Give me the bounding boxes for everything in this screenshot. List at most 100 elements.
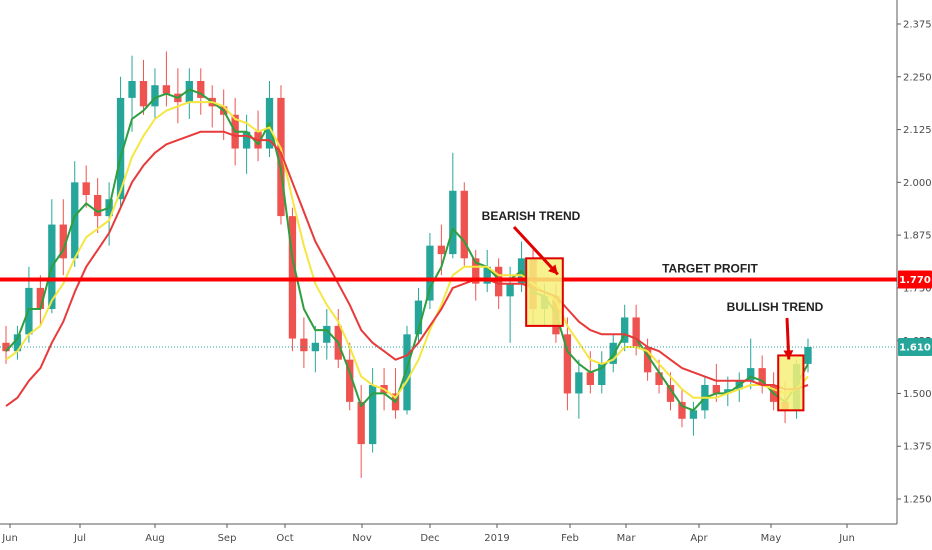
- y-tick-label: 1.375: [903, 442, 932, 453]
- candle: [563, 317, 572, 411]
- annotation-arrow-head: [548, 264, 558, 275]
- candle: [13, 325, 22, 360]
- candle-body: [277, 97, 285, 217]
- target-price-tag-text: 1.770: [899, 275, 931, 286]
- moving-average-line: [5, 130, 809, 407]
- annotations: BEARISH TREND BULLISH TREND: [482, 209, 824, 412]
- candle: [472, 249, 480, 301]
- trend-box: [525, 257, 564, 327]
- candle: [139, 59, 148, 115]
- y-tick-label: 2.000: [903, 178, 932, 189]
- x-tick-label: Feb: [561, 533, 579, 544]
- candle: [575, 359, 583, 419]
- candle-body: [71, 182, 79, 259]
- candle-body: [689, 410, 698, 419]
- candle: [643, 338, 652, 381]
- x-tick-label: Sep: [218, 533, 237, 544]
- candle-body: [494, 266, 503, 297]
- candle-body: [483, 266, 491, 284]
- candle-body: [449, 190, 457, 255]
- candle: [254, 110, 262, 162]
- candle-body: [59, 224, 67, 259]
- y-tick-label: 2.125: [903, 125, 932, 136]
- candle: [804, 338, 812, 373]
- candle-body: [506, 283, 514, 297]
- current-price-tag-text: 1.610: [899, 343, 931, 354]
- candle-body: [460, 190, 468, 259]
- annotation-arrow: [512, 225, 559, 276]
- candle-body: [655, 372, 663, 385]
- candle-body: [586, 372, 594, 385]
- candle-body: [116, 97, 125, 200]
- candle: [678, 389, 686, 428]
- candle-body: [346, 359, 354, 402]
- candle-body: [162, 85, 171, 94]
- candle-body: [185, 81, 193, 103]
- candle: [449, 152, 457, 259]
- annotation-label: BULLISH TREND: [727, 300, 824, 314]
- candle: [758, 355, 766, 394]
- candle-body: [128, 81, 136, 98]
- y-tick-label: 1.250: [903, 495, 932, 506]
- candle-body: [575, 372, 583, 394]
- x-tick-label: Dec: [420, 533, 439, 544]
- current-price-tag-box: [898, 338, 932, 356]
- candle: [323, 309, 331, 360]
- candle: [185, 68, 193, 119]
- candle: [689, 401, 698, 436]
- candle: [93, 178, 102, 233]
- x-tick-label: Mar: [617, 533, 637, 544]
- candle: [71, 161, 79, 267]
- candle: [598, 351, 606, 394]
- candle: [621, 304, 629, 352]
- candle-body: [712, 385, 721, 394]
- candle: [197, 68, 205, 115]
- candle-body: [678, 401, 686, 419]
- moving-averages: [5, 88, 809, 412]
- candle-body: [300, 338, 308, 352]
- candle-body: [139, 81, 148, 107]
- candle-body: [758, 368, 766, 385]
- y-tick-label: 2.375: [903, 20, 932, 31]
- moving-average-line: [5, 88, 809, 412]
- candle-body: [666, 385, 675, 402]
- annotation: BEARISH TREND: [482, 209, 581, 327]
- candle-body: [598, 363, 606, 385]
- candle: [36, 275, 45, 326]
- x-tick-label: Jul: [73, 533, 86, 544]
- candle: [460, 182, 468, 267]
- candle-body: [472, 258, 480, 284]
- candle: [242, 114, 251, 174]
- candle: [82, 165, 90, 208]
- candle-body: [724, 389, 732, 394]
- candle: [300, 317, 308, 369]
- x-tick-label: Aug: [145, 533, 165, 544]
- target-price-tag-box: [898, 270, 932, 289]
- annotation-arrow-head: [783, 350, 794, 360]
- candle: [151, 68, 159, 119]
- target-line: TARGET PROFIT: [0, 261, 897, 348]
- moving-average-line: [5, 101, 809, 399]
- candle: [346, 342, 354, 411]
- candle-body: [242, 131, 251, 149]
- candle: [162, 51, 171, 107]
- x-tick-label: Nov: [352, 533, 372, 544]
- candle-body: [563, 334, 572, 394]
- candle-body: [426, 245, 434, 301]
- candle-body: [632, 317, 640, 347]
- candle-body: [747, 368, 755, 381]
- y-tick-label: 1.500: [903, 389, 932, 400]
- x-tick-label: 2019: [484, 533, 509, 544]
- candle-body: [36, 287, 45, 309]
- candle: [208, 85, 216, 128]
- candle: [311, 325, 320, 373]
- candle: [712, 363, 721, 402]
- candle: [426, 233, 434, 309]
- candle-body: [151, 85, 159, 107]
- candle-body: [197, 81, 205, 98]
- candle-body: [804, 347, 812, 364]
- y-tick-label: 1.875: [903, 231, 932, 242]
- target-price-tag: 1.770: [898, 270, 932, 289]
